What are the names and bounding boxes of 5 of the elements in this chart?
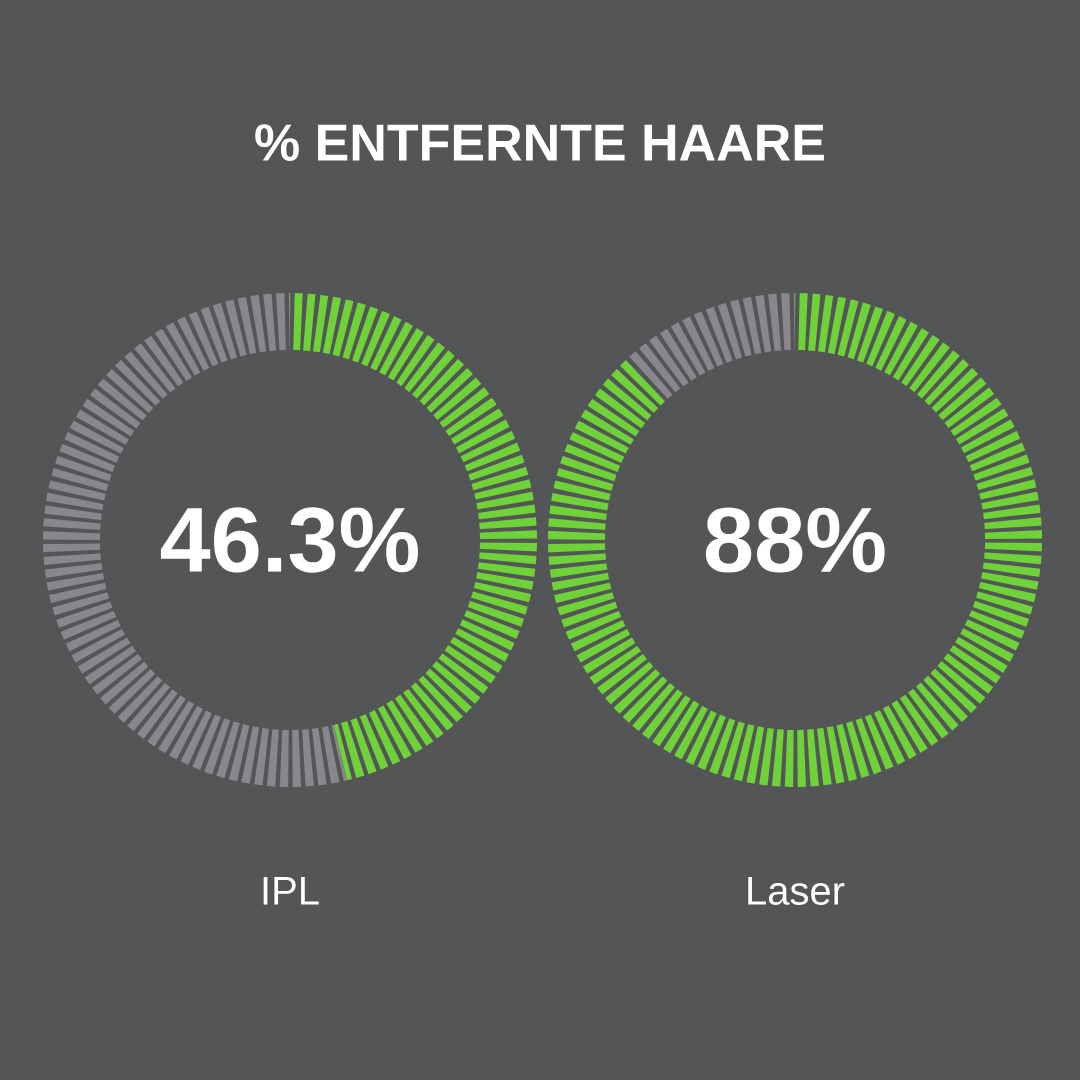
text: IPL xyxy=(263,877,319,905)
text: 88% xyxy=(705,507,885,573)
chart-title: % ENTFERNTE HAARE xyxy=(255,124,824,161)
text: 46.3% xyxy=(160,507,418,573)
text: Laser xyxy=(748,877,845,905)
